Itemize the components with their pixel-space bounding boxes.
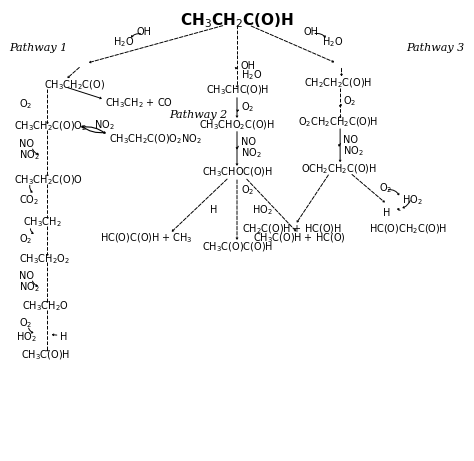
Text: O$_2$: O$_2$ — [379, 182, 392, 195]
Text: CO$_2$: CO$_2$ — [18, 193, 39, 207]
Text: CH$_3$CH$_2$C(O)O$_2$NO$_2$: CH$_3$CH$_2$C(O)O$_2$NO$_2$ — [109, 132, 202, 146]
Text: H$_2$O: H$_2$O — [322, 35, 343, 48]
Text: HC(O)CH$_2$C(O)H: HC(O)CH$_2$C(O)H — [369, 222, 447, 236]
Text: CH$_3$CHO$_2$C(O)H: CH$_3$CHO$_2$C(O)H — [199, 118, 275, 131]
Text: Pathway 1: Pathway 1 — [9, 42, 68, 53]
Text: OH: OH — [137, 27, 152, 37]
Text: HO$_2$: HO$_2$ — [402, 193, 423, 207]
Text: H: H — [61, 331, 68, 342]
Text: O$_2$CH$_2$CH$_2$C(O)H: O$_2$CH$_2$CH$_2$C(O)H — [298, 115, 378, 129]
Text: NO: NO — [18, 139, 34, 149]
Text: NO$_2$: NO$_2$ — [18, 148, 39, 161]
Text: CH$_3$CH$_2$C(O)H: CH$_3$CH$_2$C(O)H — [180, 11, 294, 30]
Text: HC(O)C(O)H + CH$_3$: HC(O)C(O)H + CH$_3$ — [100, 231, 193, 245]
Text: O$_2$: O$_2$ — [241, 183, 254, 197]
Text: OCH$_2$CH$_2$C(O)H: OCH$_2$CH$_2$C(O)H — [301, 162, 376, 176]
Text: O$_2$: O$_2$ — [343, 95, 356, 108]
Text: CH$_3$CH$_2$ + CO: CH$_3$CH$_2$ + CO — [105, 96, 173, 110]
Text: NO$_2$: NO$_2$ — [18, 281, 39, 294]
Text: OH: OH — [304, 27, 319, 37]
Text: NO: NO — [18, 271, 34, 281]
Text: O$_2$: O$_2$ — [18, 233, 32, 247]
Text: CH$_3$CH$_2$C(O)O: CH$_3$CH$_2$C(O)O — [14, 173, 83, 187]
Text: CH$_2$CH$_2$C(O)H: CH$_2$CH$_2$C(O)H — [304, 77, 372, 90]
Text: CH$_3$CHOC(O)H: CH$_3$CHOC(O)H — [201, 166, 273, 179]
Text: CH$_2$C(O)H + HC(O)H: CH$_2$C(O)H + HC(O)H — [242, 222, 341, 236]
Text: O$_2$: O$_2$ — [18, 316, 32, 330]
Text: NO$_2$: NO$_2$ — [94, 118, 115, 132]
Text: H$_2$O: H$_2$O — [241, 68, 262, 82]
Text: Pathway 2: Pathway 2 — [170, 110, 228, 120]
Text: H: H — [210, 205, 218, 215]
Text: O$_2$: O$_2$ — [18, 97, 32, 111]
Text: OH: OH — [241, 60, 255, 71]
Text: CH$_3$CH$_2$C(O)O$_2$: CH$_3$CH$_2$C(O)O$_2$ — [14, 120, 87, 133]
Text: NO$_2$: NO$_2$ — [343, 145, 364, 158]
Text: HO$_2$: HO$_2$ — [16, 330, 37, 343]
Text: H: H — [383, 208, 390, 219]
Text: CH$_3$C(O)H + HC(O): CH$_3$C(O)H + HC(O) — [253, 231, 346, 245]
Text: CH$_3$CH$_2$O$_2$: CH$_3$CH$_2$O$_2$ — [18, 252, 70, 266]
Text: CH$_3$CH$_2$C(O): CH$_3$CH$_2$C(O) — [44, 78, 105, 92]
Text: NO$_2$: NO$_2$ — [241, 146, 261, 160]
Text: CH$_3$CH$_2$: CH$_3$CH$_2$ — [23, 215, 62, 229]
Text: CH$_3$C(O)H: CH$_3$C(O)H — [21, 348, 70, 361]
Text: NO: NO — [241, 137, 255, 148]
Text: CH$_3$CH$_2$O: CH$_3$CH$_2$O — [22, 299, 69, 313]
Text: CH$_3$CHC(O)H: CH$_3$CHC(O)H — [206, 83, 268, 97]
Text: H$_2$O: H$_2$O — [113, 35, 134, 48]
Text: HO$_2$: HO$_2$ — [252, 203, 273, 217]
Text: CH$_3$C(O)C(O)H: CH$_3$C(O)C(O)H — [201, 241, 273, 254]
Text: O$_2$: O$_2$ — [241, 100, 254, 114]
Text: Pathway 3: Pathway 3 — [406, 42, 465, 53]
Text: NO: NO — [343, 135, 358, 145]
